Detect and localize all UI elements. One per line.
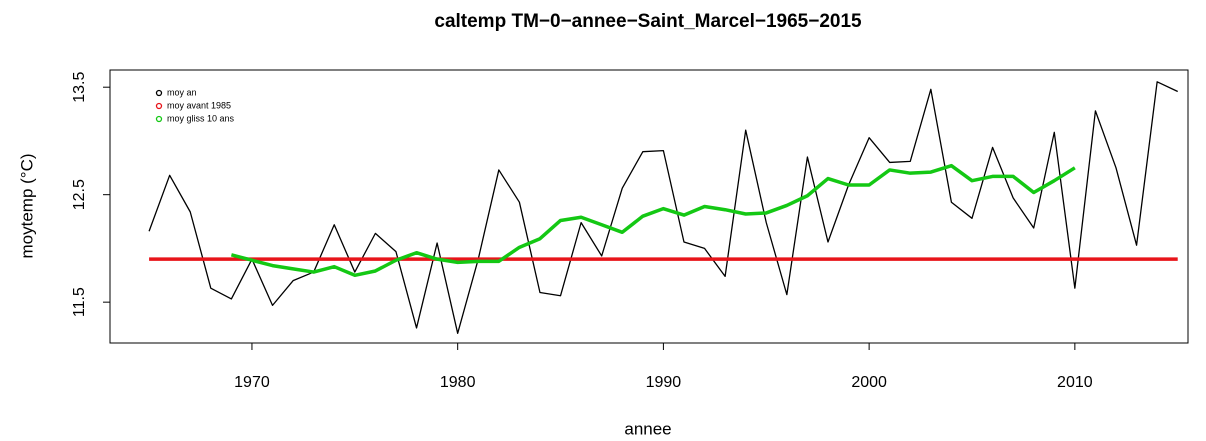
y-tick-label: 11.5 [71, 287, 88, 317]
legend-label: moy gliss 10 ans [167, 113, 235, 123]
x-tick-label: 1970 [234, 374, 270, 391]
x-tick-label: 2010 [1057, 374, 1093, 391]
x-tick-label: 2000 [851, 374, 887, 391]
x-tick-label: 1980 [440, 374, 476, 391]
y-tick-label: 13.5 [71, 72, 88, 103]
chart-title: caltemp TM−0−annee−Saint_Marcel−1965−201… [434, 11, 862, 32]
plot-box [109, 69, 1189, 344]
legend-marker [155, 89, 163, 97]
series-line [148, 81, 1178, 334]
legend-marker [155, 102, 163, 110]
series-line [230, 163, 1076, 278]
y-axis-label: moytemp (°C) [17, 153, 36, 258]
x-tick-label: 1990 [646, 374, 682, 391]
legend-label: moy an [167, 87, 197, 97]
y-tick-label: 12.5 [71, 179, 88, 210]
x-axis-label: annee [624, 419, 671, 438]
legend-marker [155, 115, 163, 123]
legend-label: moy avant 1985 [167, 100, 231, 110]
